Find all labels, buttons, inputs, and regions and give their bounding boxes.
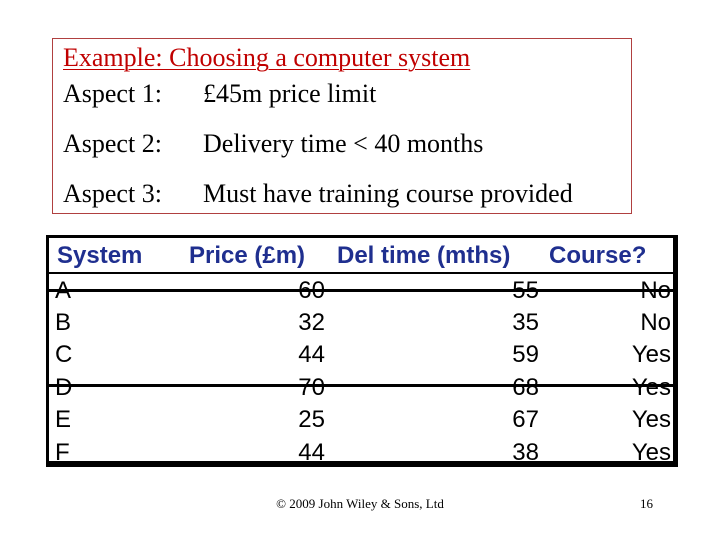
- aspect-2: Aspect 2: Delivery time < 40 months: [63, 129, 483, 159]
- aspect-3-label: Aspect 3:: [63, 179, 162, 208]
- row-e-price: 25: [298, 406, 325, 433]
- strikethrough-row-a: [49, 289, 675, 292]
- row-f-system: F: [55, 439, 70, 466]
- row-e-course: Yes: [631, 406, 671, 433]
- row-d-price: 70: [298, 374, 325, 401]
- aspect-1: Aspect 1: £45m price limit: [63, 79, 376, 109]
- row-b-course: No: [640, 309, 671, 336]
- row-c-delivery: 59: [512, 341, 539, 368]
- row-e-delivery: 67: [512, 406, 539, 433]
- row-c-price: 44: [298, 341, 325, 368]
- row-b-delivery: 35: [512, 309, 539, 336]
- row-b-system: B: [55, 309, 72, 336]
- header-delivery: Del time (mths): [337, 242, 511, 269]
- aspect-2-label: Aspect 2:: [63, 129, 162, 158]
- header-course: Course?: [549, 242, 647, 269]
- row-d-system: D: [55, 374, 73, 401]
- table-row-c: C 44 59 Yes: [49, 339, 675, 371]
- aspect-3: Aspect 3: Must have training course provi…: [63, 179, 573, 209]
- strikethrough-row-d: [49, 384, 675, 387]
- aspects-box: Example: Choosing a computer system Aspe…: [52, 38, 632, 214]
- header-price: Price (£m): [189, 242, 306, 269]
- aspect-3-text: Must have training course provided: [203, 179, 573, 208]
- row-f-price: 44: [298, 439, 325, 466]
- aspect-1-text: £45m price limit: [203, 79, 377, 108]
- table-row-b: B 32 35 No: [49, 307, 675, 339]
- row-d-delivery: 68: [512, 374, 539, 401]
- row-c-system: C: [55, 341, 73, 368]
- table-row-d: D 70 68 Yes: [49, 372, 675, 404]
- header-system: System: [57, 242, 143, 269]
- page-number: 16: [640, 496, 653, 511]
- row-f-course: Yes: [631, 439, 671, 466]
- header-divider: [49, 272, 675, 274]
- footer-copyright: © 2009 John Wiley & Sons, Ltd: [276, 496, 444, 511]
- aspect-1-label: Aspect 1:: [63, 79, 162, 108]
- aspect-2-text: Delivery time < 40 months: [203, 129, 484, 158]
- row-d-course: Yes: [631, 374, 671, 401]
- table-row-f: F 44 38 Yes: [49, 437, 675, 469]
- row-e-system: E: [55, 406, 72, 433]
- example-title: Example: Choosing a computer system: [63, 43, 471, 72]
- table-header-row: System Price (£m) Del time (mths) Course…: [49, 240, 675, 272]
- systems-table: System Price (£m) Del time (mths) Course…: [46, 235, 678, 467]
- row-f-delivery: 38: [512, 439, 539, 466]
- table-row-e: E 25 67 Yes: [49, 404, 675, 436]
- row-b-price: 32: [298, 309, 325, 336]
- row-c-course: Yes: [631, 341, 671, 368]
